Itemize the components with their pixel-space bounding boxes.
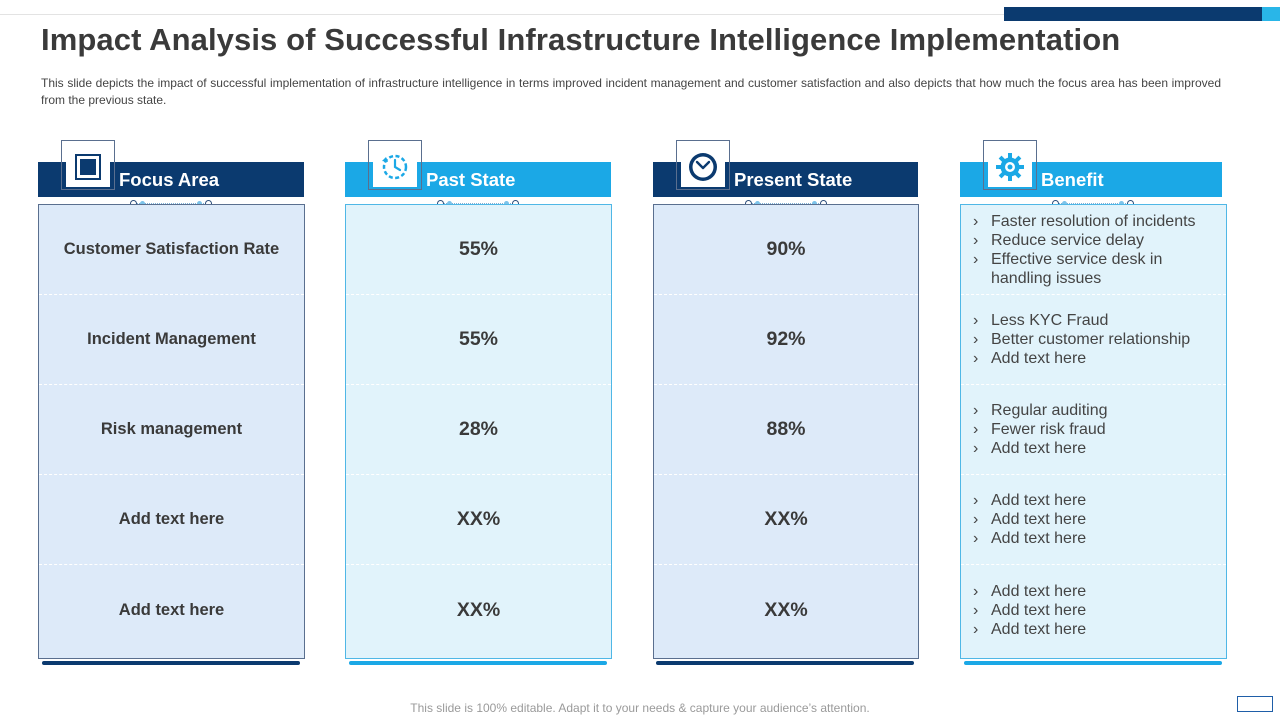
benefit-list: Less KYC Fraud Better customer relations… bbox=[961, 311, 1226, 368]
column-benefit: Benefit Faster re bbox=[960, 140, 1227, 670]
table-row: Incident Management bbox=[39, 295, 304, 385]
table-row: 55% bbox=[346, 205, 611, 295]
column-bottom-bar bbox=[349, 661, 607, 665]
column-present-state: Present State 90% 92% 88% XX% XX% bbox=[653, 140, 919, 670]
table-row: Add text here bbox=[39, 565, 304, 655]
column-past-state: Past State 55% 55% 28% XX% XX% bbox=[345, 140, 612, 670]
benefit-item: Add text here bbox=[973, 349, 1220, 368]
focus-area-label: Add text here bbox=[118, 600, 225, 619]
top-divider bbox=[0, 14, 1004, 15]
table-row: Customer Satisfaction Rate bbox=[39, 205, 304, 295]
table-row: XX% bbox=[346, 475, 611, 565]
column-body-benefit: Faster resolution of incidents Reduce se… bbox=[960, 204, 1227, 659]
table-row: XX% bbox=[346, 565, 611, 655]
present-state-value: 90% bbox=[766, 238, 806, 260]
icon-frame bbox=[61, 140, 115, 190]
benefit-item: Add text here bbox=[973, 439, 1220, 458]
focus-area-label: Add text here bbox=[118, 510, 225, 528]
benefit-list: Add text here Add text here Add text her… bbox=[961, 582, 1226, 639]
page-number-box bbox=[1237, 696, 1273, 712]
focus-area-label: Risk management bbox=[100, 420, 243, 438]
column-bottom-bar bbox=[656, 661, 914, 665]
table-row: Faster resolution of incidents Reduce se… bbox=[961, 205, 1226, 295]
column-header-label: Benefit bbox=[1041, 169, 1104, 190]
benefit-item: Fewer risk fraud bbox=[973, 420, 1220, 439]
table-row: Add text here bbox=[39, 475, 304, 565]
column-focus-area: Focus Area Customer Satisfaction Rate In… bbox=[38, 140, 305, 670]
table-row: XX% bbox=[654, 565, 918, 655]
past-state-value: 28% bbox=[458, 418, 499, 440]
slide-footer: This slide is 100% editable. Adapt it to… bbox=[410, 701, 870, 715]
column-body-present-state: 90% 92% 88% XX% XX% bbox=[653, 204, 919, 659]
table-row: Add text here Add text here Add text her… bbox=[961, 475, 1226, 565]
benefit-item: Add text here bbox=[973, 529, 1220, 548]
column-header-label: Focus Area bbox=[119, 169, 220, 190]
table-row: 90% bbox=[654, 205, 918, 295]
benefit-item: Faster resolution of incidents bbox=[973, 212, 1220, 231]
slide-subtitle: This slide depicts the impact of success… bbox=[41, 76, 1221, 107]
table-row: Regular auditing Fewer risk fraud Add te… bbox=[961, 385, 1226, 475]
benefit-item: Add text here bbox=[973, 601, 1220, 620]
top-accent-bar-light bbox=[1262, 7, 1280, 21]
table-row: Risk management bbox=[39, 385, 304, 475]
icon-frame bbox=[676, 140, 730, 190]
square-target-icon bbox=[66, 147, 110, 187]
past-state-value: 55% bbox=[458, 328, 499, 350]
column-header-label: Past State bbox=[426, 169, 516, 190]
table-row: 55% bbox=[346, 295, 611, 385]
table-row: 92% bbox=[654, 295, 918, 385]
present-state-value: XX% bbox=[764, 508, 808, 530]
benefit-item: Add text here bbox=[973, 510, 1220, 529]
icon-frame bbox=[368, 140, 422, 190]
benefit-item: Add text here bbox=[973, 582, 1220, 601]
benefit-item: Better customer relationship bbox=[973, 330, 1220, 349]
past-state-value: XX% bbox=[456, 598, 501, 621]
present-state-value: 92% bbox=[766, 328, 806, 350]
table-row: 28% bbox=[346, 385, 611, 475]
benefit-item: Add text here bbox=[973, 491, 1220, 510]
focus-area-label: Incident Management bbox=[87, 330, 256, 348]
column-header-label: Present State bbox=[734, 169, 853, 190]
header-connector bbox=[437, 199, 519, 209]
column-bottom-bar bbox=[42, 661, 300, 665]
top-accent-bar-dark bbox=[1004, 7, 1262, 21]
history-clock-icon bbox=[373, 147, 417, 187]
benefit-item: Reduce service delay bbox=[973, 231, 1220, 250]
icon-frame bbox=[983, 140, 1037, 190]
table-row: 88% bbox=[654, 385, 918, 475]
past-state-value: 55% bbox=[458, 238, 499, 260]
present-state-value: XX% bbox=[764, 598, 808, 621]
table-row: Less KYC Fraud Better customer relations… bbox=[961, 295, 1226, 385]
benefit-item: Effective service desk in handling issue… bbox=[973, 250, 1220, 288]
benefit-item: Add text here bbox=[973, 620, 1220, 639]
table-row: XX% bbox=[654, 475, 918, 565]
table-row: Add text here Add text here Add text her… bbox=[961, 565, 1226, 655]
gear-icon bbox=[988, 147, 1032, 187]
focus-area-label: Customer Satisfaction Rate bbox=[63, 240, 280, 258]
clock-icon bbox=[681, 147, 725, 187]
column-body-past-state: 55% 55% 28% XX% XX% bbox=[345, 204, 612, 659]
column-body-focus-area: Customer Satisfaction Rate Incident Mana… bbox=[38, 204, 305, 659]
benefit-list: Add text here Add text here Add text her… bbox=[961, 491, 1226, 548]
benefit-item: Less KYC Fraud bbox=[973, 311, 1220, 330]
present-state-value: 88% bbox=[766, 418, 806, 440]
slide-title: Impact Analysis of Successful Infrastruc… bbox=[41, 22, 1121, 57]
benefit-item: Regular auditing bbox=[973, 401, 1220, 420]
benefit-list: Faster resolution of incidents Reduce se… bbox=[961, 212, 1226, 288]
column-bottom-bar bbox=[964, 661, 1222, 665]
benefit-list: Regular auditing Fewer risk fraud Add te… bbox=[961, 401, 1226, 458]
past-state-value: XX% bbox=[456, 508, 501, 530]
